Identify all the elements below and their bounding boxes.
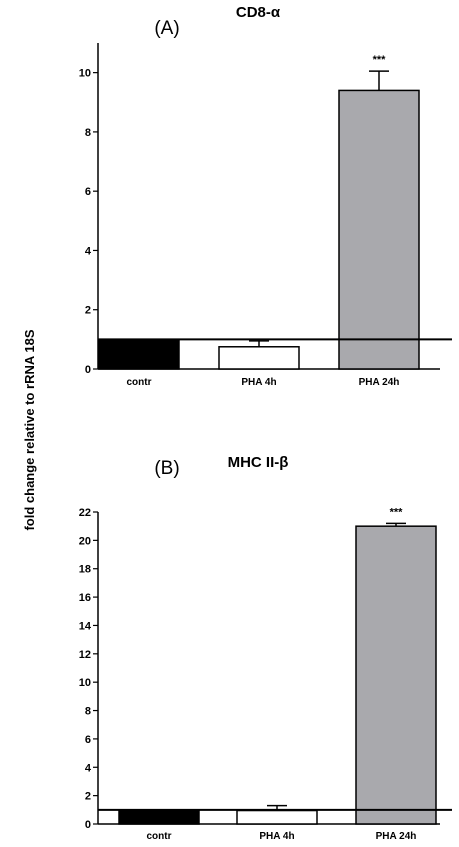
panel-b-y-tick-label: 2: [85, 791, 91, 803]
panel-a-category-label: contr: [127, 377, 152, 388]
panel-a-y-tick-label: 6: [85, 186, 91, 198]
panel-b-y-tick-label: 20: [79, 535, 91, 547]
panel-b-category-label: PHA 4h: [259, 831, 294, 842]
panel-a-chart: (A) CD8-α 0 2 4 6 8 10 contr PHA 4h *** PHA 24h: [79, 4, 452, 388]
panel-b-y-tick-label: 16: [79, 592, 91, 604]
panel-b-label: (B): [154, 458, 179, 479]
panel-b-bar-contr: [118, 809, 200, 825]
panel-b-bar-pha-4h: [236, 809, 318, 825]
panel-b-bar-pha-24h: [355, 525, 437, 825]
panel-b-chart: (B) MHC II-β 0 2 4 6 8 10 12 14 16 18 20 22 contr PHA…: [79, 454, 452, 842]
panel-a-y-tick-label: 4: [85, 245, 92, 257]
panel-a-y-tick-label: 10: [79, 68, 91, 80]
panel-b-category-label: PHA 24h: [376, 831, 417, 842]
panel-b-significance-label: ***: [390, 506, 404, 518]
panel-b-title: MHC II-β: [228, 454, 289, 471]
panel-b-y-tick-label: 0: [85, 819, 91, 831]
panel-b-category-label: contr: [147, 831, 172, 842]
panel-b-y-tick-label: 4: [85, 762, 92, 774]
panel-b-y-tick-label: 14: [79, 620, 92, 632]
panel-a-bar-contr: [98, 338, 180, 370]
panel-b-y-tick-label: 6: [85, 734, 91, 746]
panel-b-y-tick-label: 12: [79, 649, 91, 661]
panel-a-label: (A): [154, 18, 179, 39]
panel-a-y-tick-label: 8: [85, 127, 91, 139]
panel-a-significance-label: ***: [373, 54, 387, 66]
panel-a-bar-pha-4h: [218, 346, 300, 370]
panel-a-y-tick-label: 2: [85, 305, 91, 317]
panel-b-y-tick-label: 18: [79, 564, 91, 576]
panel-b-y-tick-label: 10: [79, 677, 91, 689]
panel-a-bar-pha-24h: [338, 89, 420, 370]
shared-y-axis-label: fold change relative to rRNA 18S: [22, 329, 37, 530]
panel-b-y-tick-label: 8: [85, 706, 91, 718]
panel-a-y-tick-label: 0: [85, 364, 91, 376]
panel-b-y-tick-label: 22: [79, 507, 91, 519]
panel-a-category-label: PHA 4h: [241, 377, 276, 388]
panel-a-category-label: PHA 24h: [359, 377, 400, 388]
panel-a-title: CD8-α: [236, 4, 281, 21]
